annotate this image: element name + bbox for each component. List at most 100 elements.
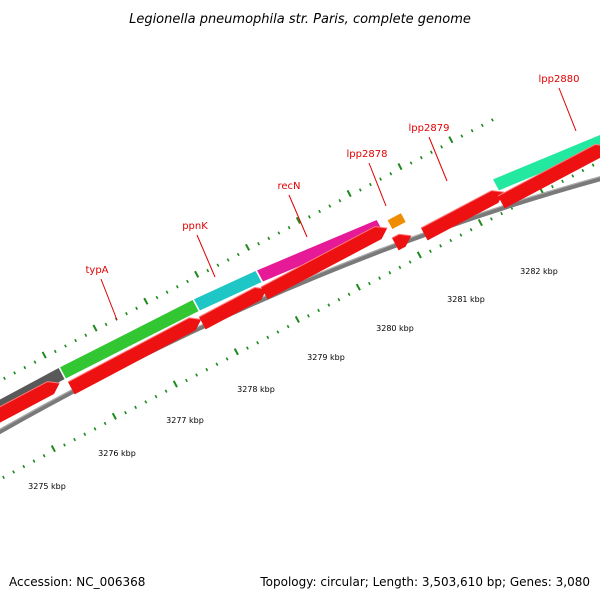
minor-tick [84, 333, 88, 337]
minor-tick [368, 182, 372, 187]
minor-tick [125, 312, 128, 316]
scale-label-3277-kbp: 3277 kbp [166, 416, 204, 425]
scale-minor-tick [561, 179, 565, 183]
scale-minor-tick [571, 174, 575, 178]
scale-minor-tick [327, 303, 331, 307]
lpp2880-feature [490, 133, 600, 193]
scale-minor-tick [266, 335, 270, 340]
cds-arrow-4-highlight [260, 226, 388, 288]
minor-tick [23, 365, 27, 370]
minor-tick [53, 349, 57, 354]
scale-minor-tick [459, 233, 463, 237]
scale-minor-tick [256, 341, 260, 345]
scale-minor-tick [439, 244, 443, 248]
minor-tick [3, 376, 6, 380]
recn-label: recN [277, 181, 300, 192]
typa-leader-line [100, 278, 118, 321]
scale-minor-tick [408, 260, 412, 264]
backbone-line [0, 176, 600, 435]
scale-minor-tick [306, 314, 310, 318]
lpp2878-label: lpp2878 [347, 149, 388, 160]
scale-minor-tick [449, 238, 453, 243]
scale-label-3281-kbp: 3281 kbp [447, 295, 485, 304]
minor-tick [64, 344, 67, 348]
cds-arrow-1-highlight [0, 381, 60, 408]
genome-backbone [0, 176, 600, 435]
cds-arrow-5-highlight [391, 233, 412, 239]
minor-tick [358, 188, 362, 192]
scale-major-tick [477, 219, 483, 227]
scale-minor-tick [205, 367, 209, 372]
scale-label-3279-kbp: 3279 kbp [307, 353, 345, 362]
cds-arrow-2-highlight [67, 317, 202, 383]
major-tick [194, 270, 200, 278]
minor-tick [165, 290, 169, 294]
minor-tick [419, 155, 423, 160]
cds-arrow-5 [392, 234, 412, 251]
minor-tick [206, 268, 210, 273]
cds-arrow-2 [68, 317, 202, 395]
minor-tick [257, 242, 261, 246]
minor-tick [379, 177, 383, 181]
minor-tick [226, 258, 230, 262]
cds-arrow-6 [421, 190, 504, 241]
scale-minor-tick [93, 427, 97, 431]
major-tick [92, 324, 98, 332]
minor-tick [490, 118, 494, 122]
cds-arrow-3 [199, 287, 267, 330]
scale-minor-tick [246, 346, 249, 350]
minor-tick [287, 225, 291, 230]
scale-minor-tick [286, 324, 290, 329]
minor-tick [389, 172, 393, 176]
minor-tick [318, 209, 322, 214]
scale-minor-tick [276, 330, 280, 334]
scale-minor-tick [550, 184, 554, 189]
scale-minor-tick [103, 421, 107, 426]
minor-tick [175, 285, 179, 289]
scale-label-3276-kbp: 3276 kbp [98, 449, 136, 458]
major-tick [245, 243, 251, 251]
minor-tick [216, 263, 220, 267]
scale-minor-tick [225, 357, 229, 361]
scale-minor-tick [378, 276, 382, 280]
lpp2880-leader-line [558, 87, 577, 132]
cds-arrow-7-highlight [497, 143, 600, 197]
scale-minor-tick [12, 470, 16, 474]
scale-minor-tick [73, 437, 77, 442]
typa-label: typA [85, 265, 108, 276]
gene-labels: typA ppnK recN lpp2878 lpp2879 lpp2880 [85, 74, 579, 321]
scale-minor-tick [63, 443, 66, 447]
scale-major-tick [294, 315, 300, 323]
minor-tick [328, 204, 332, 208]
minor-tick [236, 252, 240, 257]
minor-tick [307, 215, 311, 219]
scale-major-tick [172, 380, 178, 388]
map-title: Legionella pneumophila str. Paris, compl… [129, 12, 471, 27]
minor-tick [470, 129, 474, 133]
backbone-highlight [0, 176, 600, 430]
lpp2879-label: lpp2879 [409, 123, 450, 134]
scale-major-tick [50, 445, 56, 453]
scale-minor-tick [164, 389, 168, 393]
minor-tick [480, 123, 484, 128]
scale-minor-tick [347, 292, 351, 296]
scale-label-3278-kbp: 3278 kbp [237, 385, 275, 394]
scale-minor-tick [22, 464, 26, 469]
scale-labels: 3275 kbp 3276 kbp 3277 kbp 3278 kbp 3279 kbp… [28, 267, 558, 491]
scale-label-3280-kbp: 3280 kbp [376, 324, 414, 333]
cds-arrow-6-highlight [420, 190, 504, 229]
scale-minor-tick [337, 298, 341, 302]
minor-tick [277, 231, 281, 235]
cds-features [0, 143, 600, 423]
scale-minor-tick [317, 308, 321, 313]
minor-tick [33, 360, 37, 364]
recn-leader-line [288, 194, 308, 238]
scale-minor-tick [398, 265, 402, 270]
major-tick [397, 163, 403, 171]
minor-tick [74, 338, 78, 343]
scale-major-tick [416, 251, 422, 259]
scale-label-3275-kbp: 3275 kbp [28, 482, 66, 491]
upper-tick-row [3, 118, 494, 380]
scale-label-3282-kbp: 3282 kbp [520, 267, 558, 276]
